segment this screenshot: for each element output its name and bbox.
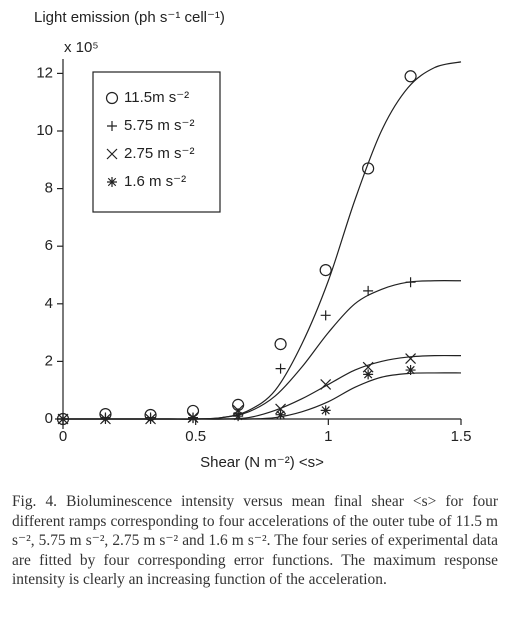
data-point <box>188 413 199 424</box>
data-point <box>319 264 332 277</box>
data-point <box>275 363 286 374</box>
y-tick-label: 12 <box>36 64 53 81</box>
fit-curve <box>63 280 462 420</box>
y-tick-label: 8 <box>45 180 53 197</box>
data-point <box>100 414 111 424</box>
data-point <box>405 277 416 288</box>
data-point <box>274 338 287 351</box>
data-point <box>405 353 417 364</box>
data-point <box>275 403 286 415</box>
y-tick-label: 4 <box>45 295 53 312</box>
y-tick-label: 6 <box>45 237 53 254</box>
y-tick-label: 0 <box>45 410 53 427</box>
data-point <box>232 404 244 416</box>
y-multiplier: x 10⁵ <box>64 39 99 56</box>
caption: Fig. 4. Bioluminescence intensity versus… <box>12 493 498 589</box>
y-tick-label: 10 <box>36 122 53 139</box>
data-point <box>233 411 244 422</box>
data-point <box>404 70 417 83</box>
x-tick-label: 0.5 <box>185 428 206 445</box>
data-point <box>275 409 286 420</box>
data-point <box>363 285 374 296</box>
x-axis-label: Shear (N m⁻²) <s> <box>200 454 324 471</box>
data-point <box>405 365 416 376</box>
legend-marker <box>105 91 119 105</box>
y-axis-label: Light emission (ph s⁻¹ cell⁻¹) <box>34 9 225 26</box>
fit-curve <box>63 354 462 420</box>
data-point <box>145 414 156 424</box>
legend-marker <box>107 121 117 131</box>
legend-label: 1.6 m s⁻² <box>124 173 186 190</box>
legend-label: 5.75 m s⁻² <box>124 117 194 134</box>
data-point <box>58 414 68 424</box>
data-point <box>320 310 331 321</box>
y-tick-label: 2 <box>45 352 53 369</box>
x-tick-label: 0 <box>59 428 67 445</box>
legend-marker <box>107 177 117 187</box>
data-point <box>320 405 331 416</box>
legend-label: 2.75 m s⁻² <box>124 145 194 162</box>
chart: Light emission (ph s⁻¹ cell⁻¹) x 10⁵ She… <box>34 9 472 471</box>
fit-curve <box>63 372 462 420</box>
x-tick-label: 1.5 <box>451 428 472 445</box>
legend-marker <box>106 148 118 160</box>
x-tick-label: 1 <box>324 428 332 445</box>
data-point <box>362 162 375 175</box>
legend-box <box>92 71 221 213</box>
legend-label: 11.5m s⁻² <box>124 89 189 106</box>
data-point <box>320 379 332 390</box>
fit-curve <box>63 61 462 420</box>
data-point <box>363 369 374 380</box>
